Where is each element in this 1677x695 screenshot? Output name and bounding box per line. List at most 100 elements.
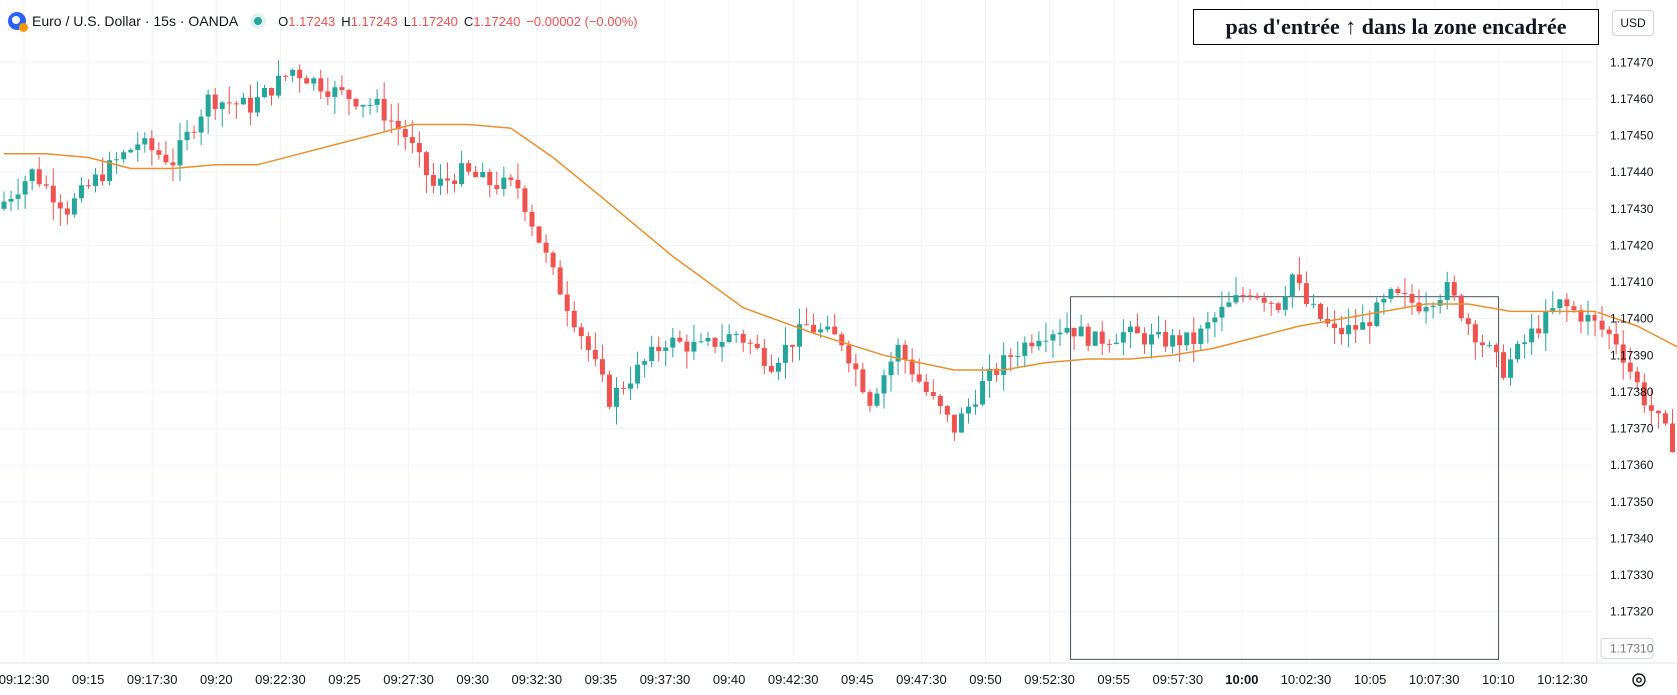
time-tick-label: 09:37:30 xyxy=(640,672,691,687)
candle xyxy=(227,86,232,114)
candle xyxy=(304,75,309,83)
candle xyxy=(1339,316,1344,345)
candle xyxy=(1663,410,1668,426)
price-tick-label: 1.17440 xyxy=(1610,165,1654,179)
candle-body xyxy=(1571,306,1576,310)
candle xyxy=(1107,339,1112,352)
candle-body xyxy=(811,325,816,333)
candle-body xyxy=(1311,304,1316,305)
candle xyxy=(459,151,464,187)
candle xyxy=(755,335,760,350)
candle-body xyxy=(1079,327,1084,337)
candle xyxy=(910,348,915,382)
candle xyxy=(1395,287,1400,296)
currency-button[interactable]: USD xyxy=(1612,10,1654,36)
price-tick-label: 1.17460 xyxy=(1610,92,1654,106)
candle xyxy=(431,163,436,193)
candle xyxy=(473,166,478,178)
candle xyxy=(959,408,964,433)
candle-body xyxy=(1170,335,1175,346)
candle xyxy=(1360,304,1365,330)
candle xyxy=(1276,302,1281,313)
candle-body xyxy=(30,169,35,181)
candle xyxy=(1248,289,1253,301)
candle xyxy=(874,388,879,408)
candle-body xyxy=(1234,295,1239,302)
candle-body xyxy=(1374,302,1379,326)
candle-body xyxy=(494,185,499,189)
candle-body xyxy=(325,91,330,97)
candle xyxy=(727,324,732,343)
candle xyxy=(121,150,126,164)
candle-body xyxy=(1290,275,1295,297)
candle xyxy=(987,354,992,398)
candle xyxy=(1135,314,1140,334)
candle xyxy=(1086,323,1091,351)
candle xyxy=(1022,336,1027,367)
candle xyxy=(734,331,739,343)
candle-body xyxy=(361,105,366,107)
symbol-title[interactable]: Euro / U.S. Dollar · 15s · OANDA xyxy=(32,13,238,29)
candle-body xyxy=(1015,356,1020,357)
candle-body xyxy=(1086,327,1091,346)
candle xyxy=(551,251,556,275)
time-tick-label: 10:10 xyxy=(1482,672,1515,687)
candle xyxy=(903,340,908,374)
candle xyxy=(466,160,471,175)
candle-body xyxy=(487,172,492,185)
candle xyxy=(185,120,190,150)
candle-body xyxy=(170,162,175,165)
candle-body xyxy=(269,88,274,96)
candle-body xyxy=(586,336,591,350)
candle xyxy=(375,89,380,112)
candle xyxy=(1318,303,1323,322)
candle xyxy=(241,93,246,105)
candle xyxy=(339,75,344,94)
candle-body xyxy=(304,78,309,83)
candle-body xyxy=(93,174,98,185)
candle-body xyxy=(1600,321,1605,330)
candle-body xyxy=(65,208,70,214)
candle xyxy=(1325,307,1330,327)
candle xyxy=(642,359,647,378)
candle-body xyxy=(1255,296,1260,298)
candle xyxy=(51,169,56,221)
candle xyxy=(206,90,211,134)
price-tick-label: 1.17420 xyxy=(1610,238,1654,252)
candle xyxy=(325,78,330,106)
candle-body xyxy=(1072,328,1077,336)
candle-body xyxy=(1550,308,1555,311)
candle-body xyxy=(1262,298,1267,303)
candle-body xyxy=(1135,327,1140,334)
candle xyxy=(558,260,563,295)
candle-body xyxy=(375,99,380,105)
ohlc-values: O1.17243 H1.17243 L1.17240 C1.17240 −0.0… xyxy=(278,14,637,29)
candle xyxy=(107,152,112,186)
candle xyxy=(698,333,703,343)
candle-body xyxy=(276,76,281,96)
candle xyxy=(30,168,35,190)
symbol-logo-icon[interactable] xyxy=(8,12,26,30)
candle xyxy=(1050,330,1055,358)
candle xyxy=(973,390,978,414)
candle xyxy=(1212,312,1217,337)
price-tick-label: 1.17330 xyxy=(1610,568,1654,582)
candle-body xyxy=(1318,304,1323,319)
gear-icon[interactable] xyxy=(1630,671,1648,689)
candle xyxy=(1262,293,1267,312)
candle-body xyxy=(445,179,450,181)
candle xyxy=(65,201,70,225)
candle-body xyxy=(227,102,232,103)
candle xyxy=(1205,312,1210,343)
candle-body xyxy=(1297,275,1302,284)
candle-body xyxy=(846,345,851,363)
candle-body xyxy=(1156,332,1161,334)
last-price-label: 1.17310 xyxy=(1610,641,1654,655)
candle xyxy=(1234,277,1239,305)
candle-body xyxy=(185,132,190,140)
candle-body xyxy=(255,97,260,112)
candle-body xyxy=(1564,299,1569,306)
change-value: −0.00002 (−0.00%) xyxy=(526,14,637,29)
annotation-textbox[interactable]: pas d'entrée ↑ dans la zone encadrée xyxy=(1193,9,1599,45)
